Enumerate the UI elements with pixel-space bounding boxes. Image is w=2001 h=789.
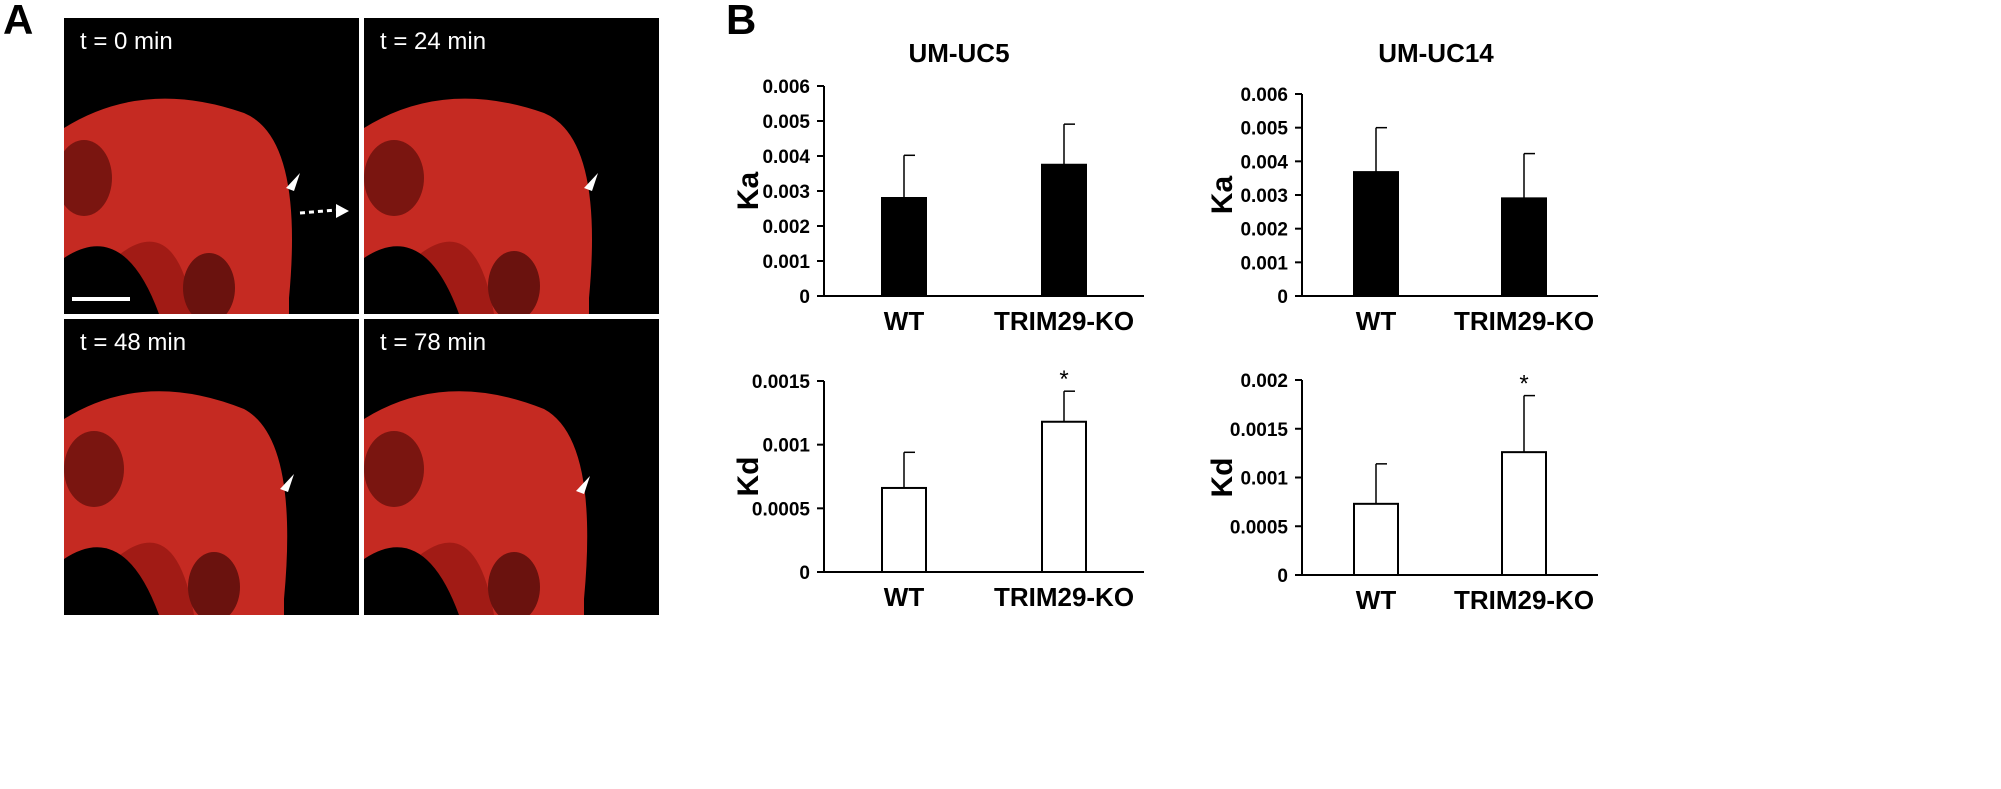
y-tick-label: 0.001 [762,252,810,273]
cell-image [64,98,349,314]
micrograph-t24: t = 24 min [364,18,659,314]
y-tick-label: 0.005 [1240,119,1288,140]
y-tick-label: 0.001 [762,436,810,457]
x-category-label: WT [1356,306,1397,336]
y-tick-label: 0.001 [1240,253,1288,274]
y-tick-label: 0.0005 [752,499,811,520]
y-axis-label: Ka [1206,176,1239,215]
bar [1501,451,1547,576]
bar [1353,171,1399,297]
y-tick-label: 0.006 [1240,85,1288,106]
y-tick-label: 0 [1277,566,1288,587]
bar-chart-umuc5-kd: Kd 0 0.0005 0.001 0.0015 WT * TRIM29-KO [732,366,1144,612]
bar [881,197,927,297]
y-tick-label: 0.006 [762,77,810,98]
y-tick-label: 0.002 [1240,371,1288,392]
micrograph-t0: t = 0 min [64,18,359,314]
y-tick-label: 0.003 [762,182,810,203]
panel-a-label: A [3,0,34,43]
y-axis-label: Kd [1206,458,1239,498]
x-category-label: WT [1356,585,1397,615]
cell-image [364,98,598,314]
bar [881,486,927,573]
x-category-label: TRIM29-KO [1454,585,1594,615]
bar [1501,197,1547,297]
cell-image [64,391,294,615]
y-tick-label: 0 [1277,287,1288,308]
y-tick-label: 0.001 [1240,469,1288,490]
y-tick-label: 0 [799,287,810,308]
x-category-label: WT [884,582,925,612]
x-category-label: TRIM29-KO [1454,306,1594,336]
y-tick-label: 0.005 [762,112,810,133]
chart-title-umuc5: UM-UC5 [908,38,1010,68]
bar-chart-umuc14-ka: Ka 0 0.001 0.002 0.003 0.004 0.005 0.006 WT TRIM2… [1206,85,1598,336]
micrograph-t48: t = 48 min [64,319,359,615]
panel-b-label: B [726,0,757,43]
y-axis-label: Kd [732,457,765,497]
y-tick-label: 0.0015 [1230,420,1289,441]
bar [1041,420,1087,573]
bar [1353,502,1399,576]
y-tick-label: 0.003 [1240,186,1288,207]
y-tick-label: 0 [799,563,810,584]
y-tick-label: 0.0005 [1230,517,1289,538]
y-axis-label: Ka [732,172,765,211]
significance-marker: * [1519,371,1528,398]
y-tick-label: 0.004 [1240,152,1288,173]
time-label: t = 0 min [80,28,173,55]
time-label: t = 78 min [380,329,487,356]
significance-marker: * [1059,366,1068,393]
bar [1041,163,1087,297]
chart-title-umuc14: UM-UC14 [1378,38,1494,68]
x-category-label: WT [884,306,925,336]
x-category-label: TRIM29-KO [994,306,1134,336]
time-label: t = 24 min [380,28,487,55]
x-category-label: TRIM29-KO [994,582,1134,612]
y-tick-label: 0.004 [762,147,810,168]
y-tick-label: 0.0015 [752,372,811,393]
y-tick-label: 0.002 [762,217,810,238]
bar-chart-umuc14-kd: Kd 0 0.0005 0.001 0.0015 0.002 WT * TRIM29-KO [1206,371,1598,615]
cell-image [364,391,590,615]
bar-chart-umuc5-ka: Ka 0 0.001 0.002 0.003 0.004 0.005 0.006 WT TRIM2… [732,77,1144,336]
time-label: t = 48 min [80,329,187,356]
micrograph-t78: t = 78 min [364,319,659,615]
y-tick-label: 0.002 [1240,220,1288,241]
